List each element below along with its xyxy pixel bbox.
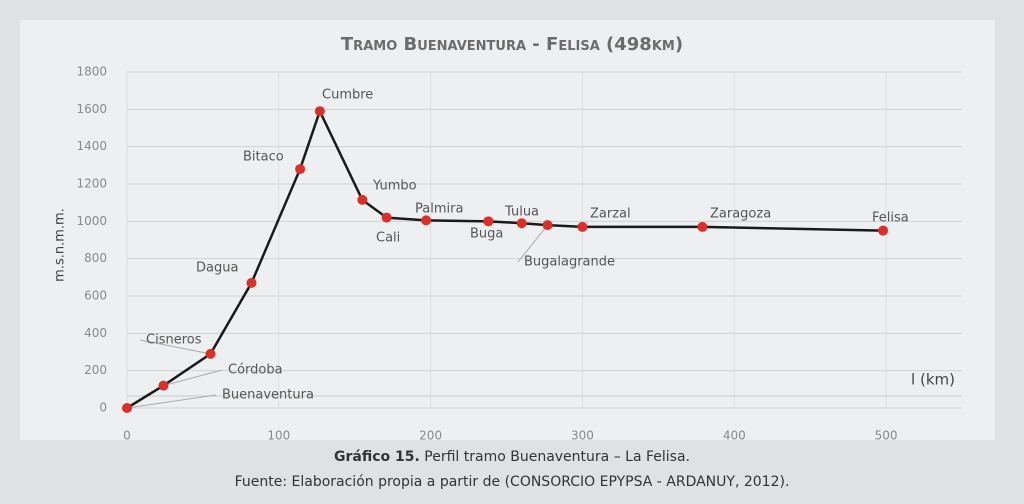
point <box>295 164 306 175</box>
y-tick-label: 800 <box>84 251 107 265</box>
caption-source: Fuente: Elaboración propia a partir de (… <box>235 474 790 490</box>
leader-line <box>126 394 217 409</box>
y-tick-label: 0 <box>99 401 107 415</box>
point <box>542 220 553 231</box>
y-tick-label: 400 <box>84 326 107 340</box>
point-label: Córdoba <box>228 363 283 378</box>
point-label: Buga <box>470 227 503 242</box>
chart-title: Tramo Buenaventura - Felisa (498km) <box>341 34 683 55</box>
point <box>314 106 325 117</box>
point <box>483 216 494 227</box>
leader-line <box>163 369 223 387</box>
point <box>122 403 132 413</box>
point <box>205 348 216 359</box>
point-label: Yumbo <box>372 179 417 194</box>
point <box>697 221 708 232</box>
point <box>878 225 889 236</box>
y-tick-label: 1600 <box>76 102 107 116</box>
x-tick-label: 100 <box>267 429 290 443</box>
point <box>158 380 169 391</box>
leader-line <box>139 339 211 355</box>
point-label: Dagua <box>196 261 238 276</box>
y-tick-label: 1800 <box>76 65 107 79</box>
x-tick-label: 300 <box>571 429 594 443</box>
point <box>421 215 432 226</box>
point <box>516 218 527 229</box>
y-tick-label: 1400 <box>76 139 107 153</box>
point-label: Cali <box>376 231 400 246</box>
point-label: Felisa <box>872 211 909 226</box>
x-axis-label: l (km) <box>911 371 955 389</box>
point-label: Bitaco <box>243 150 284 165</box>
point-label: Buenaventura <box>222 388 314 403</box>
point-label: Zaragoza <box>710 207 771 222</box>
leader-line <box>517 224 548 263</box>
x-tick-label: 0 <box>123 429 131 443</box>
point <box>577 221 588 232</box>
point-label: Palmira <box>415 202 463 217</box>
y-tick-label: 600 <box>84 289 107 303</box>
y-tick-label: 1000 <box>76 214 107 228</box>
x-tick-label: 500 <box>875 429 898 443</box>
x-tick-label: 200 <box>419 429 442 443</box>
point-label: Bugalagrande <box>524 255 615 270</box>
caption-number: Gráfico 15. <box>334 449 420 465</box>
point-label: Zarzal <box>590 207 631 222</box>
caption: Gráfico 15. Perfil tramo Buenaventura – … <box>334 449 690 465</box>
point-label: Cisneros <box>146 333 202 348</box>
point-label: Tulua <box>504 205 539 220</box>
point-label: Cumbre <box>322 88 373 103</box>
caption-text: Perfil tramo Buenaventura – La Felisa. <box>420 449 690 465</box>
y-tick-label: 1200 <box>76 177 107 191</box>
y-axis-label: m.s.n.m.m. <box>53 208 68 282</box>
point <box>381 212 392 223</box>
point <box>357 194 368 205</box>
point <box>246 277 257 288</box>
y-tick-label: 200 <box>84 363 107 377</box>
x-tick-label: 400 <box>723 429 746 443</box>
